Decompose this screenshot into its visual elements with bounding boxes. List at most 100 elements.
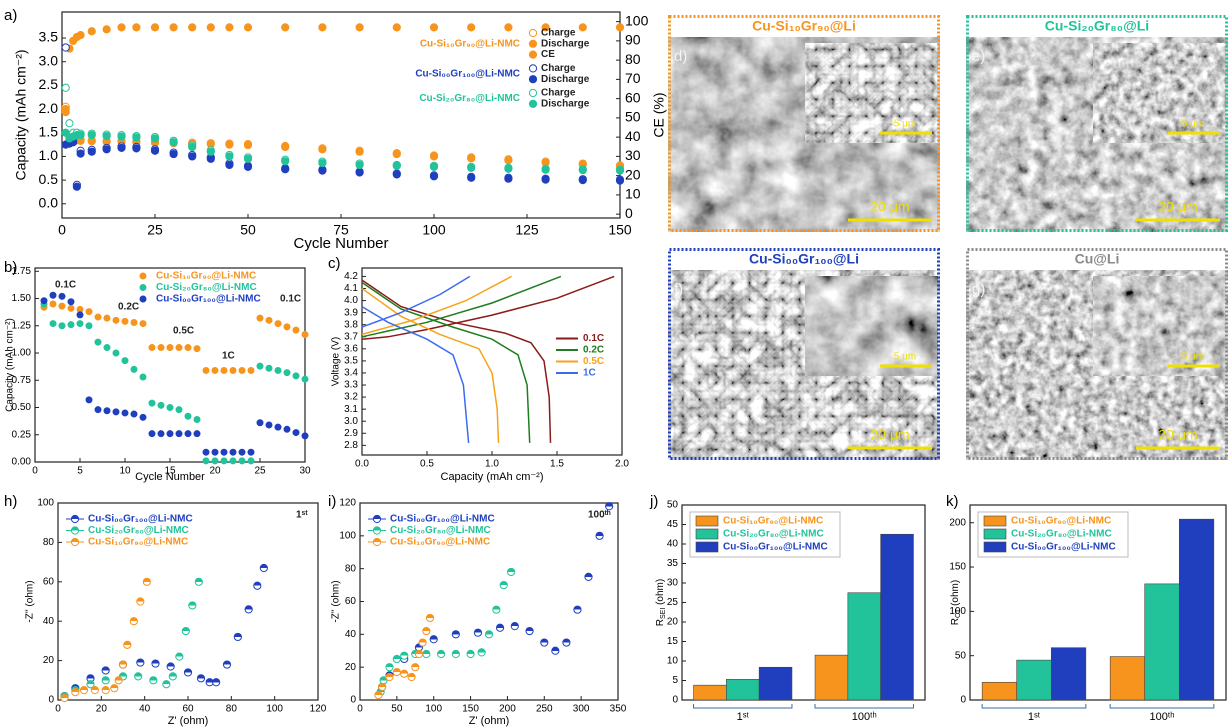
legend-label: Cu-Si₁₀Gr₉₀@Li-NMC [88,537,188,548]
data-point [50,321,56,327]
data-point [77,150,84,157]
y-tick-label: 40 [667,539,679,550]
data-point [468,164,475,171]
data-point [230,458,236,464]
legend-marker [529,29,536,36]
legend-marker [529,100,536,107]
data-point [596,532,603,539]
y-axis-label-part: SEI [660,608,667,619]
data-point [356,169,363,176]
data-point [375,691,382,698]
data-point [77,312,83,318]
legend-marker [71,527,78,534]
legend-marker [529,51,536,58]
y-tick-label: 40 [345,629,357,640]
page: a)02550751001251500.00.51.01.52.02.53.03… [0,0,1229,727]
y-tick-label: 1.5 [39,123,59,139]
y-tick-label: 0.25 [12,429,32,440]
x-tick-label: 40 [139,704,151,715]
data-point [474,629,481,636]
data-point [230,449,236,455]
data-point [393,162,400,169]
y-tick-label: 150 [949,562,966,573]
data-point [194,346,200,352]
data-point [212,367,218,373]
scale-label: 20 μm [870,427,909,443]
legend-label: Cu-Si₀₀Gr₁₀₀@Li-NMC [156,294,261,305]
x-tick-label: 1ˢᵗ [737,711,750,723]
legend-marker [373,538,380,545]
y2-tick-label: 20 [625,166,641,182]
y-tick-label: 0.0 [39,194,59,210]
data-point [150,677,157,684]
x-tick-label: 25 [254,466,266,477]
legend-label: Cu-Si₂₀Gr₈₀@Li-NMC [390,525,491,536]
y-tick-label: 0.5 [39,171,59,187]
legend-marker [140,285,146,291]
y-axis-label: -Z'' (ohm) [331,580,342,622]
data-point [579,177,586,184]
data-point [260,564,267,571]
y-tick-label: 25 [667,597,679,608]
bar [1179,519,1214,700]
data-point [248,458,254,464]
data-point [508,568,515,575]
x-tick-label: 0.5 [420,459,434,470]
bar [1017,660,1052,700]
data-point [257,363,263,369]
y2-tick-label: 30 [625,147,641,163]
legend-label: Charge [541,88,576,99]
x-tick-label: 150 [608,221,632,237]
y-tick-label: 35 [667,558,679,569]
y-axis-label-part: (ohm) [655,579,666,608]
data-point [185,413,191,419]
data-point [282,166,289,173]
data-point [245,606,252,613]
data-point [113,350,119,356]
x-axis-label: Cycle Number [135,471,205,483]
y2-axis-label: CE (%) [651,92,667,137]
data-point [169,673,176,680]
legend-label: Charge [541,63,576,74]
data-point [86,397,92,403]
data-point [102,687,109,694]
data-point [223,661,230,668]
legend-swatch [696,516,718,526]
data-point [485,631,492,638]
data-point [195,578,202,585]
data-point [88,148,95,155]
data-point [203,449,209,455]
x-tick-label: 100 [266,704,283,715]
data-point [163,681,170,688]
data-point [59,303,65,309]
y-tick-label: 2.9 [344,428,358,439]
data-point [423,650,430,657]
x-tick-label: 0 [55,704,61,715]
inset-image [805,276,938,376]
data-point [248,367,254,373]
y-tick-label: 3.4 [344,368,358,379]
data-point [133,145,140,152]
data-point [257,420,263,426]
data-point [302,433,308,439]
x-axis-label: Cycle Number [293,235,388,252]
data-point [73,183,80,190]
data-point [412,664,419,671]
data-point [62,109,69,116]
annotation: 1C [222,351,235,362]
data-point [356,148,363,155]
legend-marker [140,273,146,279]
data-point [467,650,474,657]
data-point [468,174,475,181]
scale-label: 20 μm [1158,199,1197,215]
data-point [133,134,140,141]
data-point [95,339,101,345]
data-point [244,155,251,162]
data-point [66,120,73,127]
x-tick-label: 80 [226,704,238,715]
data-point [80,687,87,694]
data-point [137,659,144,666]
y-axis-label: RCT (ohm) [950,580,962,625]
data-point [284,324,290,330]
x-axis-label: Z' (ohm) [469,715,510,727]
